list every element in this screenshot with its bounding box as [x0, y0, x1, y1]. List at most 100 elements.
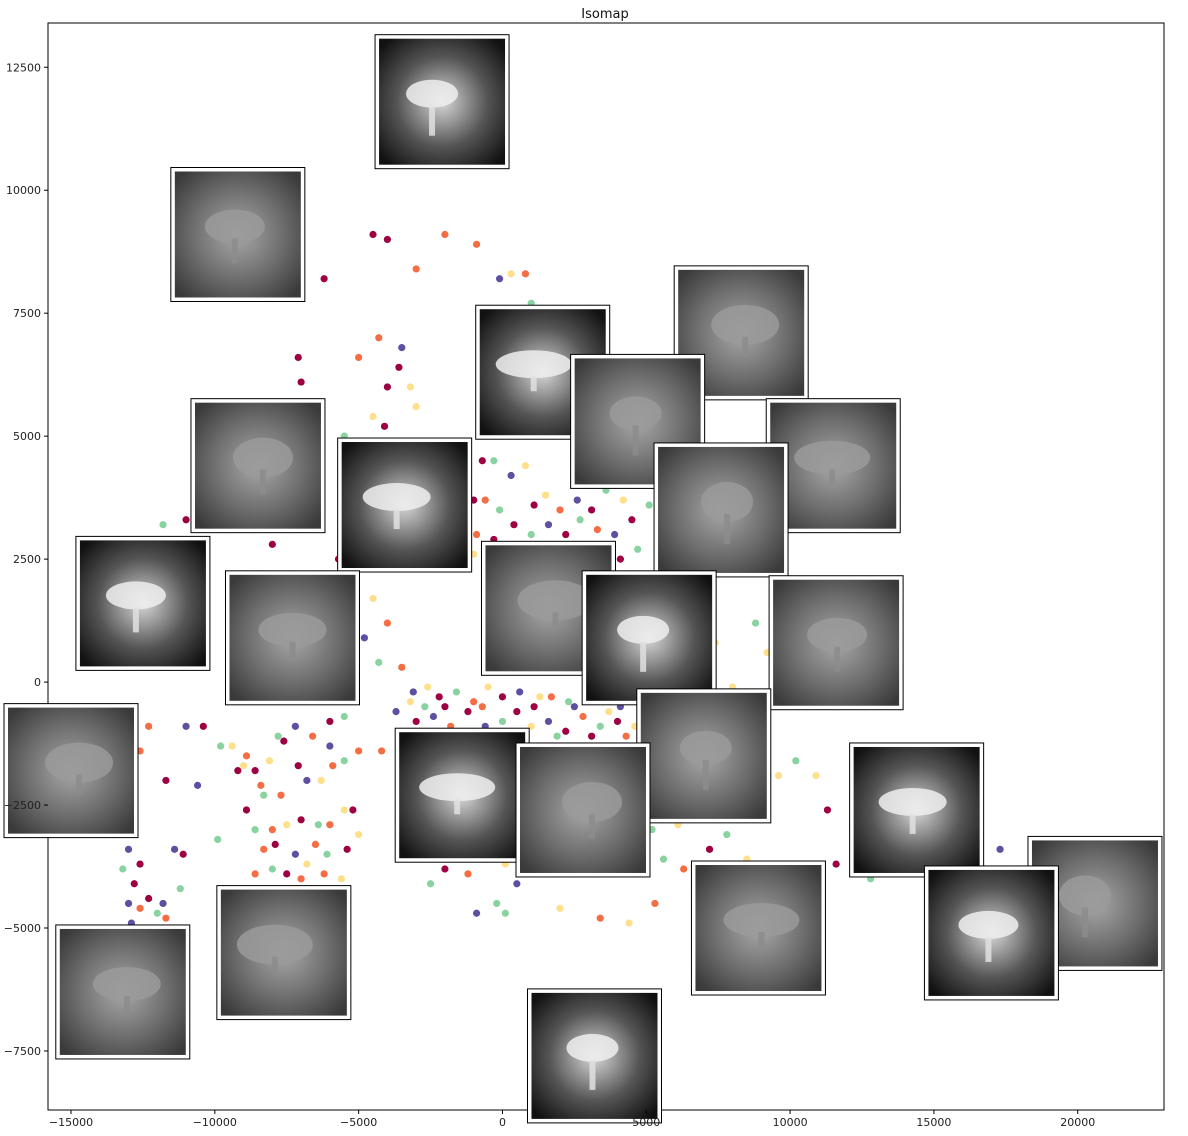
- scatter-point: [214, 835, 222, 844]
- scatter-point: [268, 826, 276, 834]
- scatter-point: [277, 791, 285, 799]
- scatter-point: [596, 914, 604, 922]
- scatter-point: [429, 712, 438, 721]
- scatter-point: [170, 845, 179, 853]
- x-tick-label: 20000: [1060, 1116, 1095, 1129]
- image-thumbnail: [374, 34, 510, 170]
- image-thumbnail: [653, 442, 789, 578]
- x-tick-label: 15000: [916, 1116, 951, 1129]
- y-tick-label: 2500: [13, 553, 41, 566]
- scatter-point: [283, 821, 291, 829]
- scatter-point: [541, 491, 550, 499]
- scatter-point: [412, 717, 420, 726]
- scatter-point: [611, 530, 619, 539]
- scatter-point: [369, 230, 377, 239]
- scatter-point: [596, 722, 604, 730]
- scatter-point: [556, 506, 564, 514]
- scatter-point: [521, 462, 530, 470]
- scatter-point: [145, 894, 153, 903]
- scatter-point: [441, 865, 449, 873]
- scatter-point: [136, 904, 144, 912]
- scatter-point: [588, 732, 596, 740]
- scatter-point: [484, 683, 492, 691]
- scatter-point: [409, 688, 417, 696]
- scatter-point: [406, 698, 415, 706]
- y-tick-label: 0: [34, 676, 41, 689]
- scatter-point: [380, 422, 389, 430]
- scatter-point: [257, 781, 265, 789]
- chart-title: Isomap: [581, 7, 628, 22]
- scatter-point: [510, 521, 518, 529]
- scatter-point: [513, 707, 521, 716]
- scatter-point: [452, 688, 461, 696]
- scatter-point: [527, 530, 535, 539]
- scatter-point: [182, 722, 190, 730]
- y-tick-label: 5000: [13, 430, 41, 443]
- scatter-point: [659, 855, 668, 863]
- image-thumbnail: [673, 265, 809, 401]
- y-tick-label: 10000: [6, 184, 41, 197]
- scatter-point: [625, 919, 633, 927]
- scatter-point: [271, 840, 279, 848]
- scatter-point: [680, 865, 688, 873]
- scatter-point: [441, 230, 449, 239]
- scatter-point: [792, 757, 800, 765]
- scatter-point: [378, 747, 386, 755]
- scatter-point: [136, 860, 144, 868]
- scatter-point: [812, 771, 820, 780]
- scatter-point: [145, 722, 153, 730]
- scatter-point: [268, 865, 276, 873]
- image-thumbnails: [3, 34, 1163, 1124]
- scatter-point: [507, 270, 515, 278]
- scatter-point: [162, 914, 170, 922]
- scatter-point: [265, 757, 274, 765]
- scatter-point: [251, 767, 259, 775]
- scatter-point: [337, 875, 345, 883]
- scatter-point: [326, 717, 334, 726]
- x-tick-label: −10000: [193, 1116, 237, 1129]
- image-thumbnail: [526, 988, 662, 1124]
- scatter-point: [355, 747, 363, 755]
- scatter-point: [228, 742, 236, 750]
- scatter-point: [576, 516, 584, 524]
- image-thumbnail: [337, 437, 473, 573]
- scatter-point: [294, 353, 302, 362]
- scatter-point: [323, 850, 331, 858]
- scatter-point: [268, 540, 276, 548]
- scatter-point: [472, 530, 481, 539]
- scatter-point: [119, 865, 127, 873]
- scatter-point: [340, 806, 348, 814]
- scatter-point: [291, 722, 299, 730]
- scatter-point: [199, 722, 207, 730]
- scatter-point: [383, 619, 392, 627]
- scatter-point: [412, 403, 420, 411]
- scatter-point: [530, 703, 538, 711]
- scatter-point: [513, 880, 521, 888]
- scatter-point: [193, 781, 202, 789]
- image-thumbnail: [190, 398, 326, 534]
- image-thumbnail: [394, 727, 530, 863]
- scatter-point: [634, 545, 642, 553]
- scatter-point: [464, 707, 472, 716]
- scatter-point: [260, 791, 268, 799]
- scatter-point: [303, 860, 311, 868]
- scatter-point: [340, 757, 348, 765]
- scatter-point: [562, 530, 570, 539]
- x-axis: −15000 −10000 −5000 0 5000 10000 15000 20000: [49, 1110, 1095, 1129]
- scatter-point: [216, 742, 225, 750]
- scatter-point: [645, 501, 653, 509]
- scatter-point: [343, 845, 351, 853]
- scatter-point: [605, 707, 613, 716]
- scatter-point: [311, 840, 320, 848]
- image-thumbnail: [515, 742, 651, 878]
- scatter-point: [297, 816, 305, 824]
- scatter-point: [435, 693, 443, 701]
- scatter-point: [498, 693, 507, 701]
- scatter-point: [274, 732, 282, 740]
- scatter-point: [490, 457, 498, 465]
- scatter-point: [326, 821, 334, 829]
- scatter-point: [242, 806, 251, 814]
- scatter-point: [493, 899, 501, 908]
- scatter-point: [395, 363, 403, 371]
